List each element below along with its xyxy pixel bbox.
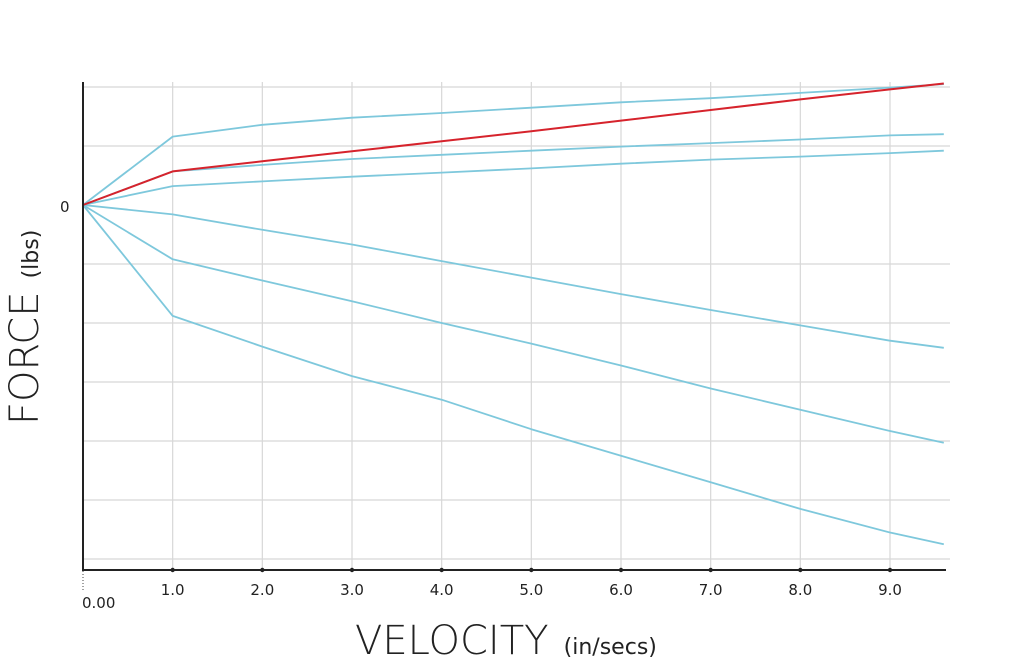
x-tick-labels: 1.0 2.0 3.0 4.0 5.0 6.0 7.0 8.0 9.0 [161, 581, 902, 599]
x-tick-mark [887, 567, 893, 573]
x-tick-mark [439, 567, 444, 573]
axes [82, 82, 946, 592]
x-tick-label: 3.0 [340, 581, 364, 599]
x-axis-title: VELOCITY (in/secs) [355, 618, 657, 660]
x-tick-label: 8.0 [788, 581, 812, 599]
x-origin-label: 0.00 [82, 594, 115, 612]
x-tick-label: 5.0 [519, 581, 543, 599]
series-line-red [82, 82, 944, 206]
x-tick-label: 9.0 [878, 581, 902, 599]
x-tick-mark [349, 567, 355, 573]
grid [83, 82, 950, 569]
series-line [82, 204, 944, 546]
y-axis-unit: (lbs) [19, 230, 44, 279]
x-tick-mark [618, 567, 624, 573]
x-tick-mark [529, 567, 534, 573]
series-lines [82, 82, 944, 546]
x-tick-label: 4.0 [430, 581, 454, 599]
series-line [82, 83, 944, 206]
series-line [82, 204, 944, 349]
x-tick-mark [260, 567, 265, 573]
x-tick-mark [170, 567, 175, 573]
y-axis-title: FORCE (lbs) [2, 230, 48, 425]
series-line [82, 149, 944, 206]
series-line [82, 133, 944, 206]
y-zero-label: 0 [60, 198, 70, 216]
x-tick-mark [798, 567, 803, 573]
x-axis-label: VELOCITY [355, 618, 549, 660]
x-tick-label: 6.0 [609, 581, 633, 599]
x-tick-label: 1.0 [161, 581, 185, 599]
x-axis-unit: (in/secs) [564, 635, 657, 660]
y-axis-label: FORCE [2, 292, 48, 426]
x-tick-mark [708, 567, 713, 573]
x-tick-label: 2.0 [250, 581, 274, 599]
x-tick-label: 7.0 [699, 581, 723, 599]
series-line [82, 204, 944, 444]
